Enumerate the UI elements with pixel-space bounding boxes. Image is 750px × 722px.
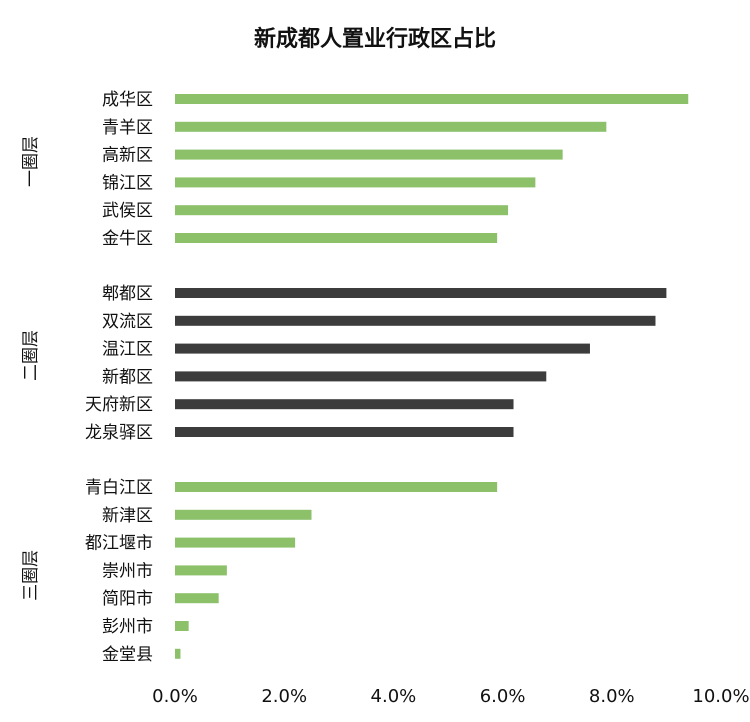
- bar: [175, 399, 514, 410]
- bar: [175, 509, 312, 520]
- x-tick-label: 4.0%: [371, 686, 417, 707]
- category-label: 新都区: [102, 367, 153, 387]
- category-label: 青羊区: [102, 118, 153, 138]
- category-label: 简阳市: [102, 589, 153, 609]
- x-tick-label: 2.0%: [261, 686, 307, 707]
- bar: [175, 648, 181, 659]
- bar: [175, 94, 689, 104]
- bar: [175, 371, 547, 382]
- x-tick-label: 10.0%: [692, 686, 749, 707]
- x-tick-label: 6.0%: [480, 686, 526, 707]
- bar: [175, 288, 667, 298]
- bar: [175, 177, 536, 188]
- category-label: 锦江区: [102, 173, 153, 193]
- x-tick-label: 8.0%: [589, 686, 635, 707]
- category-label: 武侯区: [102, 201, 153, 221]
- bar: [175, 205, 509, 216]
- category-label: 金牛区: [102, 229, 153, 249]
- category-label: 龙泉驿区: [85, 423, 153, 443]
- category-label: 成华区: [102, 90, 153, 110]
- bar: [175, 427, 514, 437]
- category-label: 青白江区: [85, 478, 153, 498]
- bar: [175, 121, 607, 132]
- category-label: 新津区: [102, 506, 153, 526]
- chart-title: 新成都人置业行政区占比: [254, 26, 496, 52]
- category-label: 天府新区: [85, 395, 153, 415]
- bar: [175, 565, 227, 576]
- x-tick-label: 0.0%: [152, 686, 198, 707]
- group-label: 二圈层: [21, 330, 41, 381]
- category-label: 双流区: [102, 312, 153, 332]
- bar: [175, 343, 590, 354]
- category-label: 郫都区: [102, 284, 153, 304]
- bar: [175, 482, 498, 492]
- bar: [175, 149, 563, 160]
- bar: [175, 233, 498, 243]
- category-label: 彭州市: [102, 617, 153, 637]
- category-label: 金堂县: [102, 645, 153, 665]
- category-label: 温江区: [102, 340, 153, 360]
- category-label: 都江堰市: [85, 534, 153, 554]
- bar: [175, 621, 189, 631]
- bar: [175, 315, 656, 326]
- category-label: 高新区: [102, 146, 153, 166]
- bar: [175, 537, 296, 548]
- group-label: 一圈层: [21, 136, 41, 187]
- bar: [175, 593, 219, 604]
- category-label: 崇州市: [102, 561, 153, 581]
- group-label: 三圈层: [21, 550, 41, 601]
